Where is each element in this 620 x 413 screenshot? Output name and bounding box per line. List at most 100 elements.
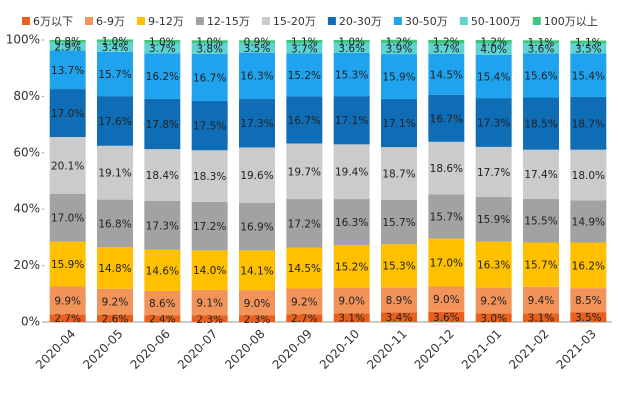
data-label: 0.8%: [54, 36, 81, 48]
data-label: 16.2%: [572, 260, 605, 272]
data-label: 2.9%: [54, 41, 81, 53]
legend-swatch: [532, 17, 541, 25]
bar-segment: [239, 40, 275, 43]
data-label: 4.0%: [480, 44, 507, 56]
data-label: 18.0%: [572, 170, 605, 182]
x-tick-label: 2020-05: [80, 327, 125, 372]
x-tick-label: 2020-09: [270, 327, 315, 372]
data-label: 17.1%: [382, 118, 415, 130]
legend-swatch: [22, 17, 30, 25]
data-label: 18.3%: [193, 171, 226, 183]
bar-segment: [97, 42, 133, 52]
legend-label: 30-50万: [405, 15, 448, 28]
data-label: 17.0%: [51, 108, 84, 120]
bar-segment: [144, 98, 181, 150]
bar-segment: [239, 147, 275, 203]
bar-segment: [286, 314, 323, 322]
bar-segment: [286, 40, 323, 44]
data-label: 15.6%: [524, 71, 557, 83]
data-label: 17.3%: [477, 117, 510, 129]
data-label: 17.3%: [146, 220, 179, 232]
data-label: 16.2%: [146, 71, 179, 83]
data-label: 19.1%: [98, 168, 131, 180]
bar-segment: [333, 96, 370, 145]
bar-segment: [475, 146, 512, 197]
x-tick-label: 2021-01: [459, 327, 504, 372]
data-label: 17.6%: [98, 116, 131, 128]
bar-segment: [475, 40, 512, 44]
data-label: 1.1%: [575, 37, 602, 49]
bar-segment: [333, 313, 370, 322]
data-label: 3.1%: [338, 313, 365, 325]
data-label: 16.3%: [477, 260, 510, 272]
bar-segment: [49, 40, 86, 43]
y-tick-label: 80%: [13, 89, 40, 103]
data-label: 15.2%: [288, 70, 321, 82]
bar-segment: [97, 39, 133, 43]
data-label: 1.2%: [480, 37, 507, 49]
data-label: 3.5%: [575, 44, 602, 56]
legend-label: 6万以下: [33, 15, 73, 28]
bar-segment: [239, 202, 275, 251]
bar-segment: [333, 199, 370, 246]
bar-segment: [570, 149, 607, 201]
bar-segment: [97, 145, 133, 200]
data-label: 15.7%: [382, 217, 415, 229]
data-label: 18.6%: [430, 163, 463, 175]
data-label: 3.4%: [102, 42, 129, 54]
y-tick-label: 40%: [13, 202, 40, 216]
legend-label: 100万以上: [544, 15, 598, 28]
bar-segment: [475, 54, 512, 99]
bar-segment: [381, 312, 417, 322]
data-label: 2.4%: [149, 314, 176, 326]
data-label: 16.7%: [193, 72, 226, 84]
bar-segment: [428, 43, 465, 54]
bar-segment: [381, 287, 417, 313]
bar-segment: [97, 96, 133, 146]
data-label: 18.4%: [146, 170, 179, 182]
bar-segment: [191, 250, 228, 290]
bar-segment: [286, 43, 323, 54]
data-label: 17.3%: [240, 118, 273, 130]
data-label: 9.1%: [196, 298, 223, 310]
bar-segment: [144, 315, 181, 322]
data-label: 15.4%: [477, 71, 510, 83]
data-label: 3.8%: [196, 43, 223, 55]
bar-segment: [239, 290, 275, 316]
data-label: 14.5%: [430, 69, 463, 81]
bar-segment: [333, 42, 370, 53]
data-label: 19.6%: [240, 170, 273, 182]
data-label: 16.9%: [240, 222, 273, 234]
legend-swatch: [459, 17, 468, 25]
data-label: 15.2%: [335, 261, 368, 273]
data-label: 17.2%: [288, 218, 321, 230]
data-label: 18.5%: [524, 119, 557, 131]
bar-segment: [523, 149, 559, 199]
data-label: 8.5%: [575, 295, 602, 307]
bar-segment: [144, 149, 181, 202]
data-label: 18.7%: [572, 118, 605, 130]
data-label: 1.1%: [528, 37, 555, 49]
data-label: 16.7%: [288, 115, 321, 127]
bar-segment: [428, 141, 465, 195]
data-label: 3.6%: [528, 43, 555, 55]
bar-segment: [239, 250, 275, 291]
legend-swatch: [195, 17, 204, 25]
data-label: 8.9%: [386, 295, 413, 307]
bar-segment: [286, 96, 323, 144]
data-label: 9.0%: [338, 296, 365, 308]
data-label: 9.2%: [102, 297, 129, 309]
data-label: 15.7%: [98, 69, 131, 81]
bar-segment: [191, 43, 228, 54]
data-label: 16.3%: [335, 217, 368, 229]
bar-segment: [475, 313, 512, 322]
data-label: 14.8%: [98, 263, 131, 275]
data-label: 3.5%: [575, 312, 602, 324]
data-label: 2.7%: [291, 313, 318, 325]
data-label: 17.0%: [430, 257, 463, 269]
bar-segment: [475, 43, 512, 55]
bar-segment: [523, 242, 559, 287]
data-label: 3.7%: [433, 44, 460, 56]
data-label: 1.0%: [102, 36, 129, 48]
